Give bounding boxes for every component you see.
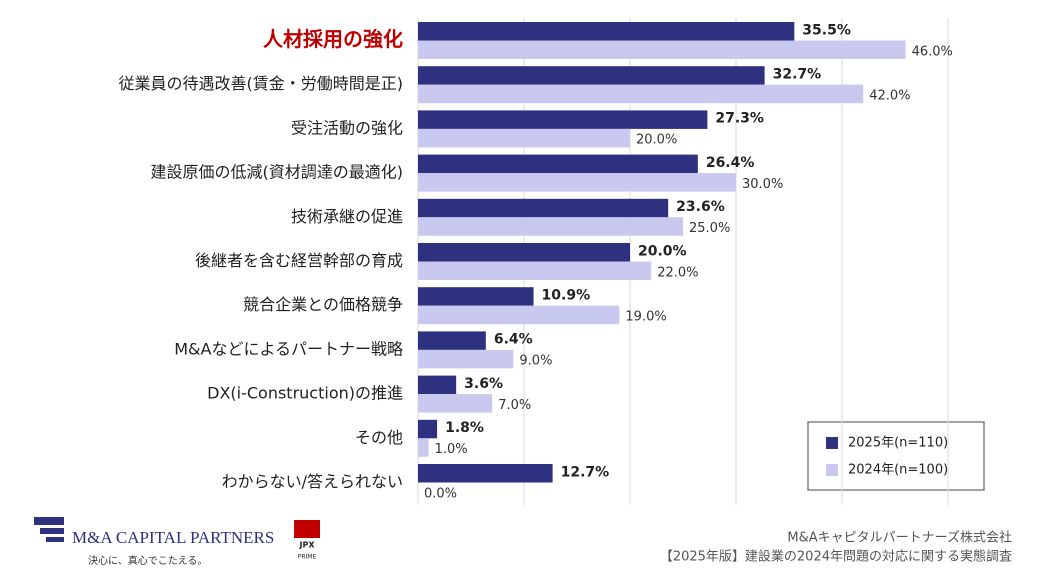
bar <box>418 261 652 280</box>
bar <box>418 198 669 218</box>
category-label: 競合企業との価格競争 <box>243 295 403 314</box>
slogan: 決心に、真心でこたえる。 <box>88 554 207 567</box>
badge-mark <box>294 520 320 538</box>
category-label: その他 <box>355 428 403 447</box>
value-label: 26.4% <box>706 155 755 171</box>
value-label: 9.0% <box>519 354 552 369</box>
value-label: 6.4% <box>494 332 533 348</box>
source: M&Aキャピタルパートナーズ株式会社 <box>787 530 1012 546</box>
bar <box>418 40 906 59</box>
value-label: 25.0% <box>689 221 730 236</box>
legend-swatch <box>826 437 838 449</box>
badge-bottom: PRIME <box>298 554 317 561</box>
category-label: DX(i-Construction)の推進 <box>207 384 403 403</box>
value-label: 7.0% <box>498 398 531 413</box>
category-label: M&Aなどによるパートナー戦略 <box>174 339 403 358</box>
value-label: 3.6% <box>464 376 503 392</box>
bar <box>418 464 553 483</box>
value-label: 22.0% <box>657 265 698 280</box>
value-label: 27.3% <box>715 111 764 127</box>
value-label: 1.0% <box>435 442 468 457</box>
value-label: 1.8% <box>445 420 484 436</box>
bar <box>418 349 514 369</box>
bar <box>418 84 864 104</box>
source: 【2025年版】建設業の2024年問題の対応に関する実態調査 <box>660 549 1012 565</box>
legend-label: 2024年(n=100) <box>848 463 948 478</box>
bar <box>418 419 438 439</box>
bar <box>418 173 736 192</box>
badge-top: JPX <box>298 541 315 550</box>
category-label: 技術承継の促進 <box>291 207 403 226</box>
bar <box>418 438 429 457</box>
logo: M&A CAPITAL PARTNERS 決心に、真心でこたえる。 JPX PR… <box>34 517 320 567</box>
legend-label: 2025年(n=110) <box>848 436 948 451</box>
bar <box>418 66 765 85</box>
logo-bar <box>40 528 64 534</box>
value-label: 0.0% <box>424 486 457 501</box>
value-label: 42.0% <box>869 88 910 103</box>
bar <box>418 154 698 174</box>
bar <box>418 305 620 325</box>
legend-box <box>807 421 985 491</box>
bar <box>418 22 795 41</box>
bar <box>418 331 486 350</box>
bar <box>418 375 457 395</box>
category-label: 建設原価の低減(資材調達の最適化) <box>151 163 404 182</box>
legend-swatch <box>826 464 838 476</box>
logo-bar <box>34 517 64 525</box>
bar <box>418 217 683 236</box>
value-label: 23.6% <box>676 199 725 215</box>
bar <box>418 243 630 262</box>
category-label: 従業員の待遇改善(賃金・労働時間是正) <box>119 74 404 93</box>
value-label: 46.0% <box>912 44 953 59</box>
bar <box>418 128 630 148</box>
category-label: 受注活動の強化 <box>291 118 403 137</box>
value-label: 35.5% <box>802 22 851 38</box>
bar <box>418 287 534 306</box>
value-label: 20.0% <box>638 243 687 259</box>
category-label: 人材採用の強化 <box>263 27 403 51</box>
bar <box>418 394 493 413</box>
logo-bar <box>46 537 64 542</box>
value-label: 10.9% <box>542 287 591 303</box>
value-label: 32.7% <box>773 66 822 82</box>
value-label: 12.7% <box>561 464 610 480</box>
bar <box>418 110 708 129</box>
value-label: 19.0% <box>625 309 666 324</box>
value-label: 30.0% <box>742 177 783 192</box>
category-label: わからない/答えられない <box>222 472 403 491</box>
category-label: 後継者を含む経営幹部の育成 <box>195 251 403 270</box>
company-name: M&A CAPITAL PARTNERS <box>72 528 274 547</box>
value-label: 20.0% <box>636 133 677 148</box>
